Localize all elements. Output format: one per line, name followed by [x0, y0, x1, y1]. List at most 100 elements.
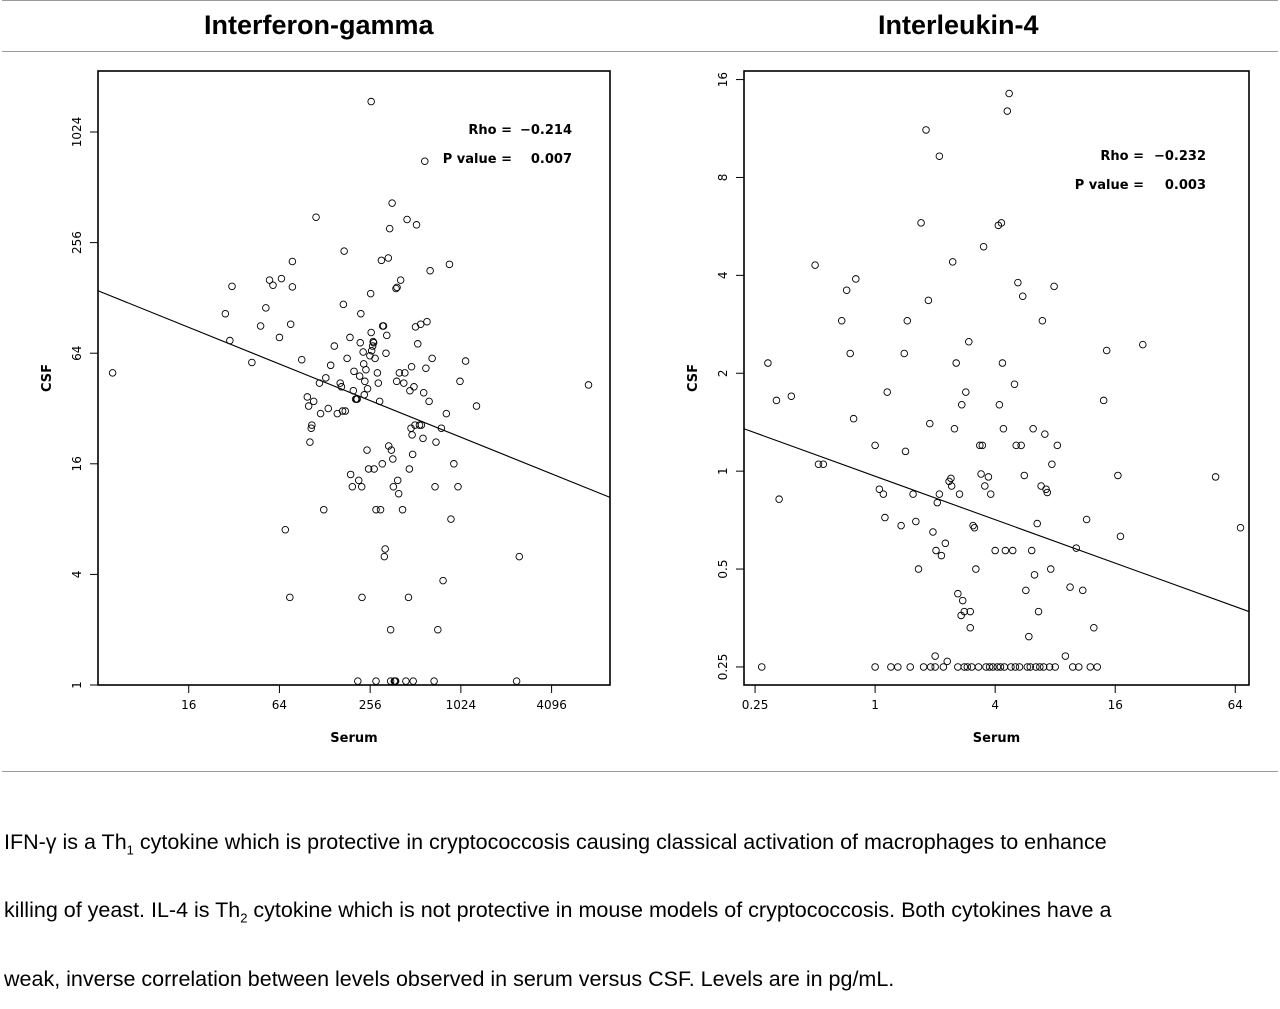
top-rule: [2, 0, 1278, 1]
x-tick-label: 4096: [536, 698, 567, 712]
data-point: [932, 546, 940, 555]
x-tick-label: 1: [871, 698, 879, 712]
y-tick-label: 8: [716, 174, 730, 182]
data-point: [404, 593, 413, 602]
data-point: [985, 663, 994, 671]
data-point: [421, 157, 429, 165]
data-point: [265, 276, 274, 284]
data-point: [914, 565, 923, 573]
data-point: [315, 379, 324, 387]
data-point: [900, 349, 909, 358]
data-point: [883, 388, 891, 396]
data-point: [1051, 663, 1059, 671]
data-point: [389, 483, 398, 491]
data-point: [385, 224, 394, 233]
data-point: [979, 242, 988, 251]
data-point: [281, 526, 290, 534]
data-point: [1007, 663, 1015, 671]
data-point: [970, 523, 979, 532]
chart-title-il4: Interleukin-4: [878, 10, 1039, 40]
y-tick-label: 4: [70, 571, 84, 579]
data-point: [375, 397, 384, 406]
data-point: [960, 607, 969, 616]
data-point: [1086, 663, 1095, 671]
data-point: [1114, 471, 1122, 480]
data-point: [384, 254, 393, 262]
data-point: [430, 677, 438, 685]
y-tick-label: 1: [70, 681, 84, 689]
figure-caption: IFN-γ is a Th1 cytokine which is protect…: [4, 812, 1276, 1009]
rho-label: Rho =: [1100, 149, 1144, 164]
plot-frame: [97, 70, 611, 686]
data-point: [958, 401, 966, 409]
data-point: [1061, 652, 1070, 660]
data-point: [226, 336, 234, 345]
data-point: [993, 663, 1002, 671]
x-tick-label: 64: [272, 698, 287, 712]
data-point: [369, 338, 378, 347]
data-point: [434, 625, 442, 634]
x-tick-label: 0.25: [742, 698, 769, 712]
data-point: [894, 663, 902, 671]
data-point: [887, 663, 895, 671]
data-point: [1053, 441, 1062, 450]
data-point: [320, 505, 328, 514]
data-point: [358, 593, 366, 602]
data-point: [1003, 107, 1012, 115]
data-point: [1018, 292, 1027, 300]
y-tick-label: 16: [716, 72, 730, 87]
data-point: [837, 317, 846, 325]
data-point: [1048, 460, 1056, 469]
data-point: [943, 657, 951, 666]
data-point: [906, 663, 914, 671]
data-point: [472, 402, 481, 410]
data-point: [926, 663, 935, 671]
data-point: [1011, 663, 1020, 671]
data-point: [306, 438, 314, 446]
data-point: [947, 474, 955, 483]
data-point: [364, 465, 373, 473]
data-point: [343, 354, 351, 363]
data-point: [1093, 663, 1101, 671]
data-point: [371, 354, 379, 363]
data-point: [407, 363, 416, 371]
data-point: [967, 663, 976, 671]
data-point: [398, 505, 407, 514]
data-point: [1039, 663, 1048, 671]
data-point: [288, 257, 297, 266]
data-point: [875, 485, 884, 493]
data-point: [409, 677, 417, 685]
x-tick-label: 256: [359, 698, 382, 712]
rho-value: −0.232: [1154, 149, 1206, 164]
data-point: [373, 369, 382, 377]
data-point: [359, 348, 367, 356]
data-point: [381, 545, 389, 553]
data-point: [339, 300, 348, 309]
data-point: [403, 215, 411, 224]
data-point: [1037, 482, 1045, 490]
p-value: 0.003: [1165, 178, 1206, 193]
data-point: [1074, 663, 1083, 671]
data-point: [400, 379, 408, 387]
y-tick-label: 256: [70, 231, 84, 254]
data-point: [322, 374, 330, 382]
data-point: [1023, 663, 1032, 671]
data-point: [941, 539, 950, 548]
data-point: [308, 421, 316, 429]
y-tick-label: 64: [70, 346, 84, 361]
p-value-label: P value =: [1075, 178, 1144, 193]
data-point: [924, 296, 933, 305]
data-point: [340, 247, 348, 255]
data-point: [354, 677, 362, 685]
data-point: [277, 274, 286, 283]
data-point: [330, 342, 339, 350]
data-point: [426, 266, 434, 275]
data-point: [819, 460, 828, 469]
data-point: [879, 490, 888, 498]
charts-canvas: 16 64 256 1024 4096 1 4 16 64 256 1024 Serum CSF Rho …: [40, 70, 1250, 746]
data-point: [929, 528, 937, 536]
data-point: [1001, 546, 1010, 555]
chart-ifn: 16 64 256 1024 4096 1 4 16 64 256 1024 Serum CSF Rho …: [40, 70, 611, 746]
data-point: [978, 441, 987, 450]
data-point: [393, 283, 401, 292]
